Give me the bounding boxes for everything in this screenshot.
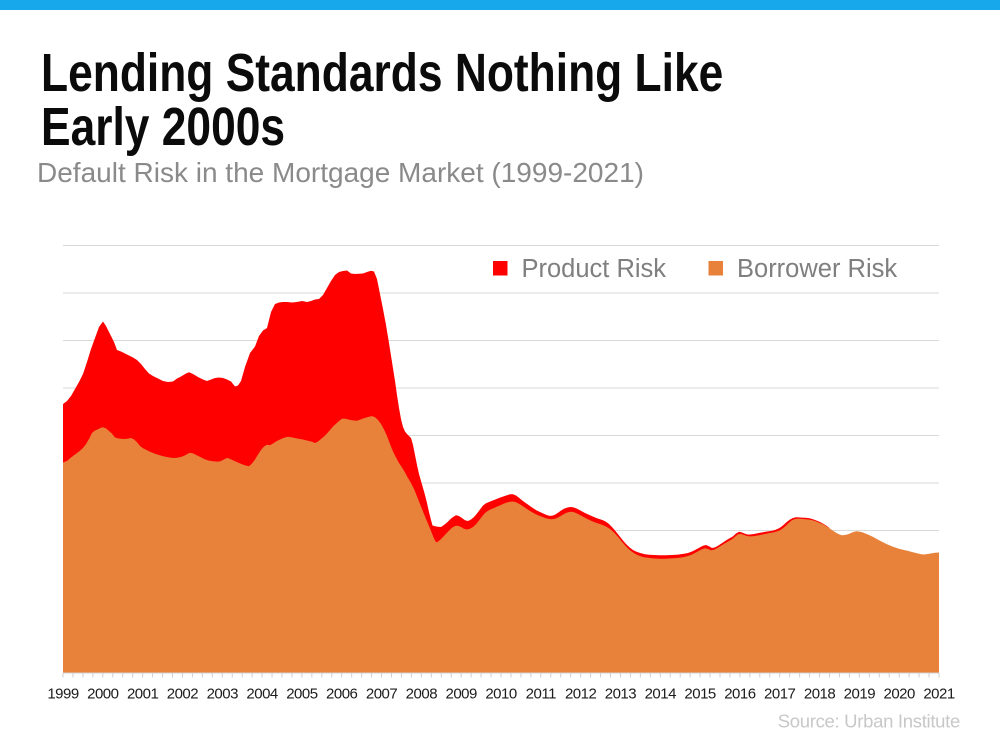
svg-text:2019: 2019	[844, 686, 876, 703]
svg-text:2009: 2009	[445, 686, 477, 703]
svg-text:2005: 2005	[286, 686, 318, 703]
svg-text:2008: 2008	[406, 686, 438, 703]
svg-text:2016: 2016	[724, 686, 756, 703]
svg-text:2002: 2002	[167, 686, 199, 703]
svg-text:2001: 2001	[127, 686, 159, 703]
svg-text:2020: 2020	[883, 686, 915, 703]
svg-text:2011: 2011	[526, 686, 556, 703]
svg-text:2007: 2007	[366, 686, 398, 703]
svg-text:1999: 1999	[47, 686, 79, 703]
svg-text:2006: 2006	[326, 686, 358, 703]
svg-text:2015: 2015	[684, 686, 716, 703]
svg-text:2000: 2000	[87, 686, 119, 703]
svg-text:2013: 2013	[605, 686, 637, 703]
svg-text:Product Risk: Product Risk	[522, 255, 667, 283]
svg-text:2018: 2018	[804, 686, 836, 703]
svg-text:2017: 2017	[764, 686, 796, 703]
svg-text:2012: 2012	[565, 686, 597, 703]
svg-text:Source: Urban Institute: Source: Urban Institute	[778, 711, 960, 732]
svg-text:2021: 2021	[923, 686, 955, 703]
svg-text:2004: 2004	[246, 686, 278, 703]
svg-text:2010: 2010	[485, 686, 517, 703]
svg-text:Borrower Risk: Borrower Risk	[737, 255, 897, 283]
svg-text:2003: 2003	[207, 686, 239, 703]
svg-text:2014: 2014	[645, 686, 677, 703]
